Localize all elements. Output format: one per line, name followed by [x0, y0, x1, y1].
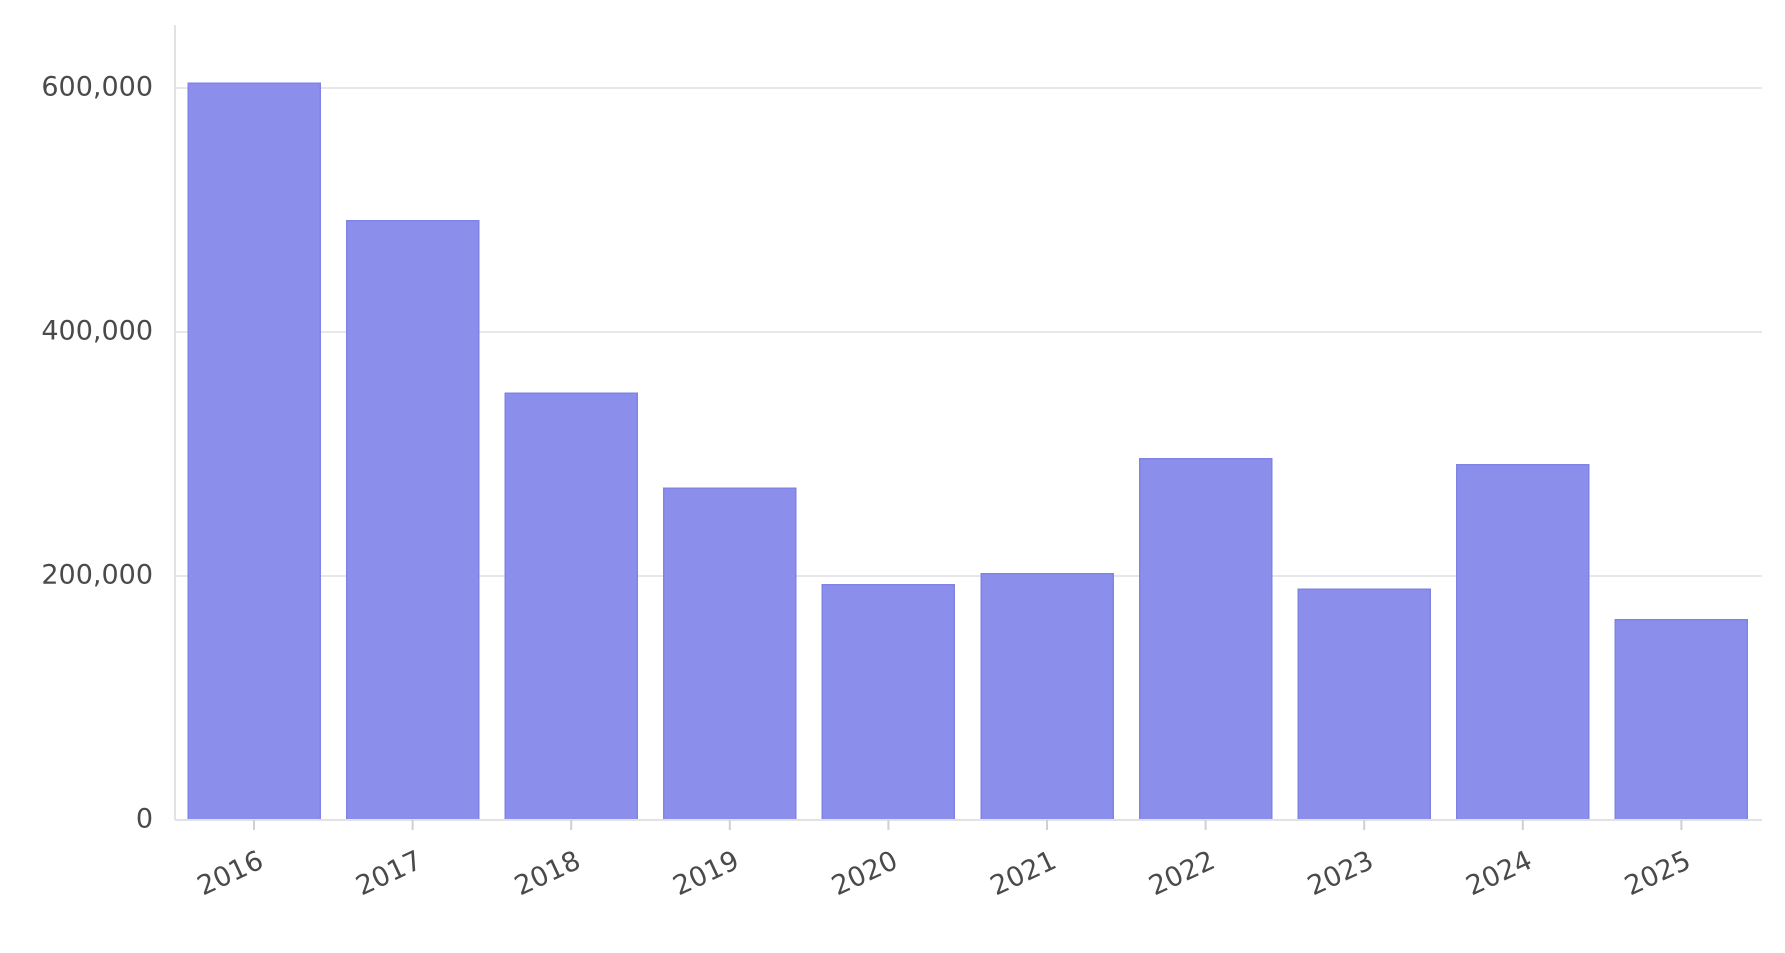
x-tick-label: 2024	[1462, 845, 1537, 902]
bars	[187, 82, 1749, 821]
x-tick-label: 2025	[1620, 845, 1695, 902]
x-tick-label: 2020	[827, 845, 902, 902]
x-tick-label: 2017	[351, 845, 426, 902]
y-tick-label: 600,000	[41, 72, 153, 103]
x-tick-label: 2019	[669, 845, 744, 902]
bar-2021	[980, 572, 1114, 821]
bar-2016	[187, 82, 321, 821]
x-tick-label: 2022	[1144, 845, 1219, 902]
bar-2023	[1297, 588, 1431, 821]
bar-2020	[821, 583, 956, 821]
x-axis-ticks: 2016 2017 2018 2019 2020 2021 2022 2023 2024 2025	[193, 820, 1696, 902]
bar-2022	[1138, 458, 1273, 821]
y-tick-label: 0	[136, 804, 153, 835]
x-tick-label: 2021	[986, 845, 1061, 902]
bar-2019	[663, 487, 797, 821]
axes	[174, 25, 1762, 821]
bar-2024	[1456, 464, 1590, 821]
x-tick-label: 2018	[510, 845, 585, 902]
y-tick-label: 400,000	[41, 316, 153, 347]
y-axis-ticks: 0 200,000 400,000 600,000	[41, 72, 153, 835]
x-tick-label: 2016	[193, 845, 268, 902]
x-tick-label: 2023	[1303, 845, 1378, 902]
bar-2025	[1614, 619, 1749, 821]
bar-2018	[504, 392, 638, 821]
y-tick-label: 200,000	[41, 560, 153, 591]
bar-2017	[345, 220, 480, 821]
